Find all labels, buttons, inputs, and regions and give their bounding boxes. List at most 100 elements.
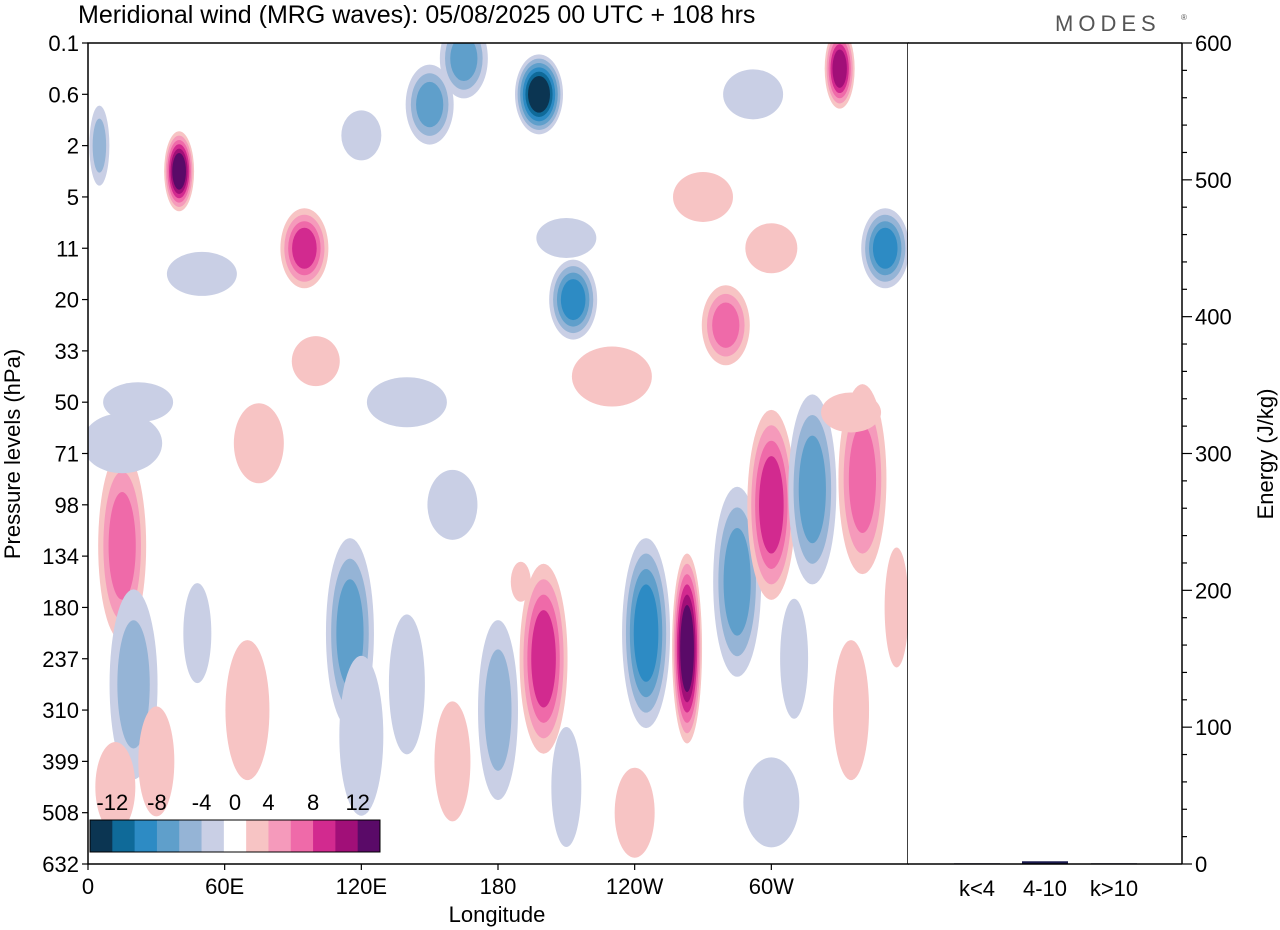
colorbar-swatch [90, 820, 113, 852]
positive-contour [614, 767, 655, 858]
energy-axis-label: Energy (J/kg) [1253, 389, 1278, 520]
positive-contour [821, 392, 882, 433]
positive-contour [108, 492, 136, 600]
negative-contour [103, 382, 174, 423]
negative-contour [484, 649, 512, 771]
colorbar-swatch [223, 820, 247, 852]
negative-contour [427, 469, 478, 540]
x-tick-label: 180 [480, 874, 517, 899]
colorbar-swatch [313, 820, 336, 852]
chart-title: Meridional wind (MRG waves): 05/08/2025 … [78, 1, 755, 29]
positive-contour [848, 425, 877, 533]
energy-axis: 0 100 200 300 400 500 600 [1182, 31, 1232, 877]
negative-contour [166, 251, 237, 296]
negative-contour [88, 413, 163, 474]
positive-contour [225, 640, 270, 781]
y-tick-label: 508 [42, 801, 79, 826]
colorbar-label: -8 [147, 790, 167, 815]
negative-contour [780, 598, 809, 719]
colorbar-swatch [112, 820, 136, 852]
y-tick-label: 33 [55, 339, 79, 364]
colorbar: -12 -8 -4 0 4 8 12 [89, 790, 381, 853]
positive-contour [759, 456, 784, 554]
energy-category-label: 4-10 [1023, 876, 1067, 901]
longitude-axis: 0 60E 120E 180 120W 60W [82, 864, 794, 899]
positive-contour [712, 302, 740, 348]
y-tick-label: 134 [42, 544, 79, 569]
colorbar-swatch [156, 820, 180, 852]
modes-logo: MODES [1055, 11, 1161, 36]
positive-contour [95, 742, 136, 833]
negative-contour [528, 75, 550, 113]
energy-tick-label: 500 [1195, 168, 1232, 193]
negative-contour [723, 69, 784, 120]
x-tick-label: 0 [82, 874, 94, 899]
negative-contour [341, 110, 382, 161]
negative-contour [388, 614, 425, 755]
negative-contour [633, 584, 659, 682]
negative-contour [339, 655, 384, 816]
negative-contour [551, 727, 582, 848]
positive-contour [292, 227, 317, 269]
energy-category-label: k>10 [1090, 876, 1138, 901]
positive-contour [745, 223, 798, 274]
positive-contour [172, 152, 186, 190]
negative-contour [183, 583, 212, 684]
energy-background [908, 43, 1182, 864]
y-axis-label: Pressure levels (hPa) [0, 349, 25, 559]
positive-contour [434, 701, 471, 822]
colorbar-swatch [179, 820, 203, 852]
colorbar-swatch [335, 820, 359, 852]
y-tick-label: 399 [42, 749, 79, 774]
colorbar-label: 4 [262, 790, 274, 815]
negative-contour [92, 118, 107, 173]
colorbar-label: -4 [192, 790, 212, 815]
y-tick-label: 2 [67, 134, 79, 159]
negative-contour [536, 217, 597, 258]
energy-tick-label: 300 [1195, 442, 1232, 467]
heatmap-panel: -12 -8 -4 0 4 8 12 [87, 42, 909, 865]
energy-bar [1022, 861, 1068, 864]
y-tick-label: 20 [55, 288, 79, 313]
positive-contour [884, 547, 908, 668]
positive-contour [571, 346, 652, 407]
colorbar-swatch [134, 820, 158, 852]
positive-contour [531, 610, 556, 708]
y-tick-label: 0.1 [48, 31, 79, 56]
y-tick-label: 0.6 [48, 82, 79, 107]
contour-field [88, 43, 908, 858]
colorbar-swatch [357, 820, 381, 852]
positive-contour [233, 403, 284, 484]
x-axis-label: Longitude [449, 902, 546, 927]
x-tick-label: 120W [606, 874, 664, 899]
colorbar-frame [89, 819, 381, 853]
colorbar-swatch [246, 820, 269, 852]
y-tick-label: 180 [42, 595, 79, 620]
colorbar-label: -12 [96, 790, 128, 815]
x-tick-label: 60E [205, 874, 244, 899]
negative-contour [723, 527, 751, 636]
positive-contour [673, 171, 733, 222]
energy-tick-label: 0 [1195, 852, 1207, 877]
colorbar-label: 8 [307, 790, 319, 815]
y-tick-label: 237 [42, 647, 79, 672]
y-tick-label: 98 [55, 493, 79, 518]
energy-tick-label: 600 [1195, 31, 1232, 56]
positive-contour [680, 604, 694, 693]
logo-registered-mark: ® [1181, 13, 1187, 22]
positive-contour [510, 561, 531, 602]
positive-contour [138, 706, 175, 817]
energy-tick-label: 100 [1195, 715, 1232, 740]
x-tick-label: 120E [336, 874, 387, 899]
energy-tick-label: 400 [1195, 305, 1232, 330]
energy-panel: 0 100 200 300 400 500 600 k<4 4-10 k>10 [908, 31, 1232, 901]
y-tick-label: 632 [42, 852, 79, 877]
colorbar-label: 12 [345, 790, 369, 815]
x-tick-label: 60W [749, 874, 794, 899]
negative-contour [872, 227, 898, 269]
y-tick-label: 50 [55, 390, 79, 415]
negative-contour [450, 43, 478, 82]
y-tick-label: 11 [56, 236, 79, 261]
positive-contour [291, 336, 340, 387]
